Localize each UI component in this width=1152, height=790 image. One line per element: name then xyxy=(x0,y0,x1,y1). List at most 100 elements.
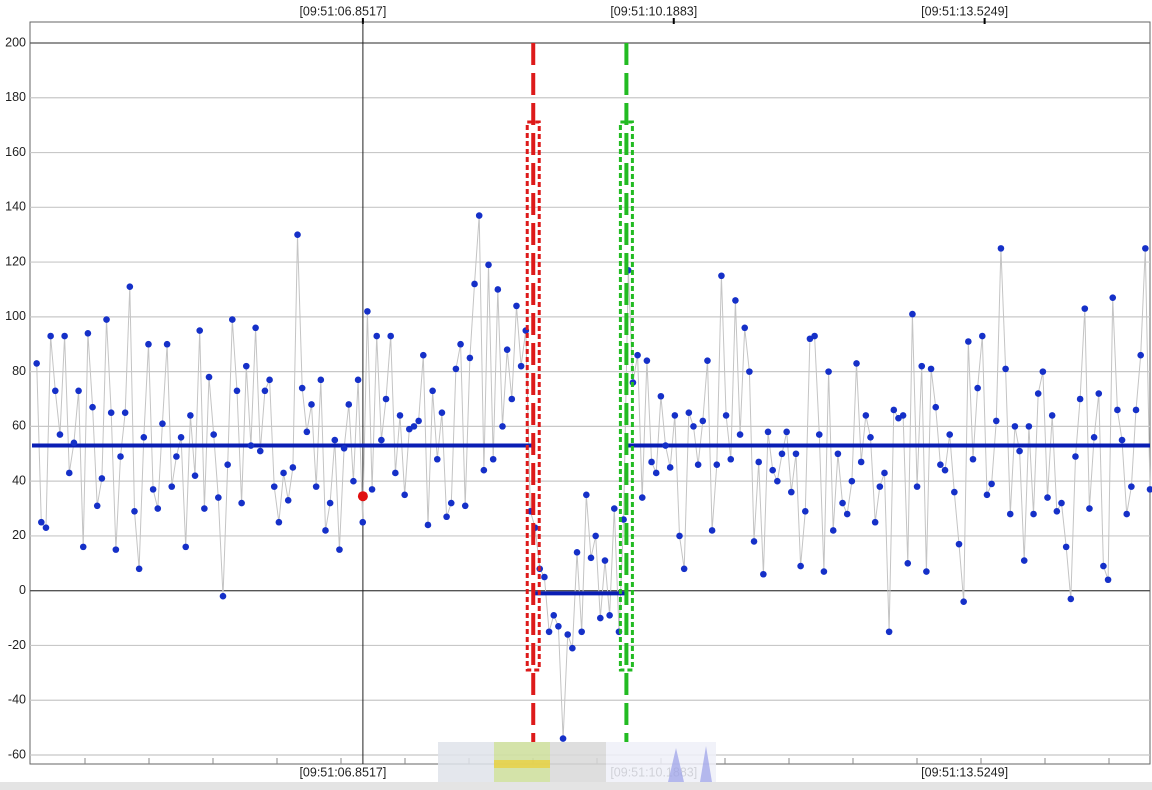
data-point xyxy=(33,360,40,367)
data-point xyxy=(1039,368,1047,375)
data-point xyxy=(783,428,790,436)
data-point xyxy=(107,409,115,416)
data-point xyxy=(555,622,562,630)
y-tick-label: 60 xyxy=(12,419,26,433)
data-point xyxy=(965,338,972,345)
data-point xyxy=(778,450,786,458)
data-point xyxy=(541,573,548,581)
data-point xyxy=(792,450,800,458)
data-point xyxy=(298,384,306,392)
data-point xyxy=(904,560,912,567)
data-point xyxy=(815,431,823,438)
data-point xyxy=(261,387,269,395)
status-bar xyxy=(0,782,1152,790)
data-point xyxy=(1114,406,1121,414)
data-point xyxy=(1034,390,1042,397)
data-point xyxy=(126,283,134,291)
data-point xyxy=(1076,395,1084,403)
data-point xyxy=(1058,499,1065,507)
data-point xyxy=(727,455,735,463)
data-point xyxy=(923,568,930,575)
data-point xyxy=(862,412,870,419)
data-point xyxy=(755,458,762,466)
data-point xyxy=(909,310,916,318)
data-point xyxy=(364,308,371,315)
data-point xyxy=(1053,507,1061,515)
data-point xyxy=(760,570,767,578)
data-point xyxy=(429,387,436,395)
data-point xyxy=(573,549,581,556)
data-point xyxy=(569,644,576,652)
data-point xyxy=(853,360,860,367)
data-point xyxy=(988,480,995,488)
data-point xyxy=(587,554,595,562)
x-tick-label-top: [09:51:13.5249] xyxy=(921,4,1008,18)
data-point xyxy=(308,401,315,408)
data-point xyxy=(336,546,343,553)
data-point xyxy=(242,362,250,370)
thumb-3 xyxy=(550,742,606,782)
data-point xyxy=(983,491,991,499)
data-point xyxy=(494,286,502,293)
data-point xyxy=(415,417,422,425)
data-point xyxy=(205,373,213,381)
data-point xyxy=(685,409,693,416)
data-point xyxy=(1081,305,1089,312)
series-line xyxy=(36,215,1151,739)
data-point xyxy=(252,324,259,332)
data-point xyxy=(1020,557,1028,564)
data-point xyxy=(955,540,963,548)
data-point xyxy=(303,428,311,436)
data-point xyxy=(937,461,944,469)
data-point xyxy=(1095,390,1103,397)
data-point xyxy=(643,357,651,364)
data-point xyxy=(867,434,874,441)
data-point xyxy=(1132,406,1140,414)
data-point xyxy=(475,212,483,219)
data-point xyxy=(65,469,73,477)
data-point xyxy=(662,442,669,449)
data-point xyxy=(694,461,702,469)
x-tick-label-bottom: [09:51:13.5249] xyxy=(921,765,1008,779)
data-point xyxy=(229,316,236,323)
data-point xyxy=(56,431,64,438)
data-point xyxy=(788,488,795,496)
data-point xyxy=(592,532,599,540)
data-point xyxy=(42,524,50,532)
data-point xyxy=(350,477,357,485)
data-point xyxy=(1067,595,1075,603)
data-point xyxy=(396,412,404,419)
data-point xyxy=(238,499,245,507)
data-point xyxy=(331,436,339,444)
y-tick-label: 120 xyxy=(5,254,26,268)
data-point xyxy=(154,505,162,512)
data-point xyxy=(485,261,492,269)
data-point xyxy=(676,532,683,540)
data-point xyxy=(359,518,367,526)
data-point xyxy=(1123,510,1131,518)
data-point xyxy=(89,403,96,411)
data-point xyxy=(1044,494,1051,501)
data-point xyxy=(890,406,898,414)
data-point xyxy=(210,431,217,438)
data-point xyxy=(713,461,721,469)
data-point xyxy=(499,423,506,430)
data-point xyxy=(881,469,888,477)
data-point xyxy=(722,412,730,419)
data-point xyxy=(489,455,497,463)
y-tick-label: -20 xyxy=(8,638,26,652)
data-point xyxy=(452,365,460,373)
data-point xyxy=(666,464,674,471)
data-point xyxy=(461,502,469,510)
data-point xyxy=(550,612,558,619)
data-point xyxy=(1025,423,1033,430)
data-point xyxy=(173,453,180,460)
data-point xyxy=(51,387,59,395)
data-point xyxy=(326,499,334,507)
data-point xyxy=(871,518,879,526)
data-point xyxy=(98,475,106,482)
data-point xyxy=(1142,245,1149,252)
data-point xyxy=(899,412,907,419)
data-point xyxy=(322,527,329,534)
